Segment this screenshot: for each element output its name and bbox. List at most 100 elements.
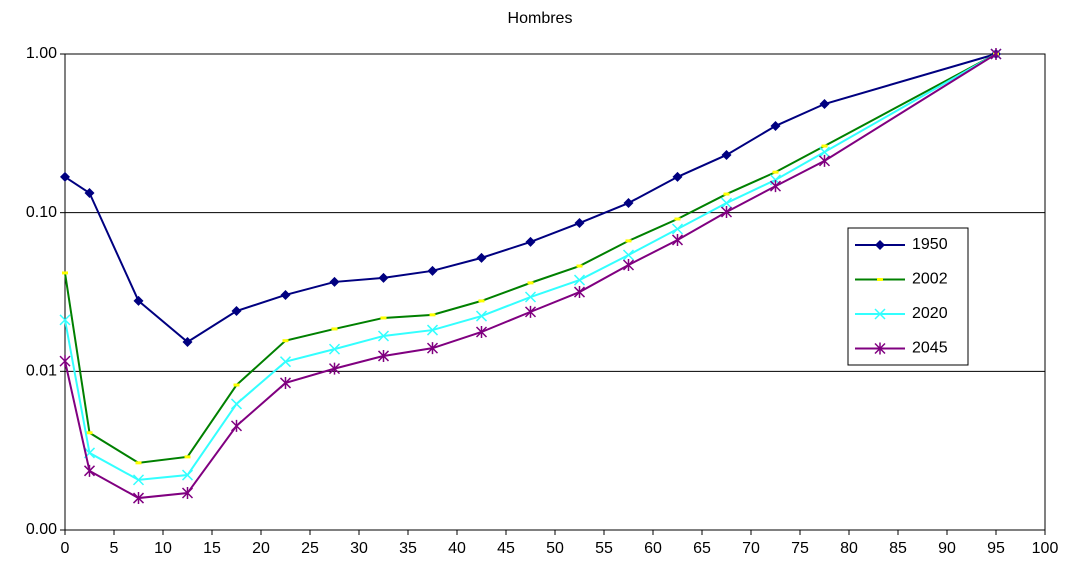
marker-shape [671, 233, 684, 246]
marker [524, 305, 537, 318]
marker-shape [821, 144, 828, 148]
x-tick-label: 60 [644, 540, 662, 557]
marker-shape [674, 217, 681, 221]
x-tick-label: 85 [889, 540, 907, 557]
marker [525, 236, 536, 247]
marker-shape [476, 252, 487, 263]
marker-shape [329, 276, 340, 287]
marker [475, 310, 488, 322]
marker [573, 274, 586, 286]
x-tick-label: 0 [61, 540, 70, 557]
marker-shape [181, 487, 194, 500]
marker-shape [230, 419, 243, 432]
marker-shape [720, 197, 733, 209]
marker [83, 464, 96, 477]
x-tick-label: 65 [693, 540, 711, 557]
legend-label: 1950 [912, 236, 948, 253]
marker [625, 239, 632, 243]
marker-shape [328, 362, 341, 375]
marker [426, 324, 439, 336]
marker [671, 223, 684, 235]
marker [279, 376, 292, 389]
marker-shape [59, 355, 71, 368]
marker-shape [231, 306, 242, 317]
marker-shape [182, 337, 193, 348]
marker-shape [525, 236, 536, 247]
marker-shape [625, 239, 632, 243]
marker-shape [723, 192, 730, 196]
marker-shape [59, 314, 71, 326]
marker [135, 461, 142, 465]
marker-shape [524, 305, 537, 318]
marker-shape [819, 99, 830, 110]
marker [181, 487, 194, 500]
x-tick-label: 90 [938, 540, 956, 557]
marker [478, 299, 485, 303]
x-tick-label: 10 [154, 540, 172, 557]
marker-shape [132, 492, 145, 505]
marker [770, 120, 781, 131]
marker [282, 339, 289, 343]
x-tick-label: 35 [399, 540, 417, 557]
marker [524, 291, 537, 303]
marker [622, 258, 635, 271]
marker [329, 276, 340, 287]
marker-shape [279, 356, 292, 368]
marker [821, 144, 828, 148]
marker-shape [874, 308, 886, 320]
y-tick-label: 1.00 [26, 45, 57, 62]
marker [132, 492, 145, 505]
marker [475, 325, 488, 338]
marker [184, 455, 191, 459]
marker-shape [380, 316, 387, 320]
marker [721, 149, 732, 160]
marker [818, 154, 831, 167]
marker-shape [622, 249, 635, 261]
marker-shape [133, 295, 144, 306]
marker [427, 265, 438, 276]
marker-shape [623, 198, 634, 209]
marker-shape [770, 120, 781, 131]
marker-shape [769, 180, 782, 193]
x-tick-label: 20 [252, 540, 270, 557]
legend: 1950 2002 2020 2045 [847, 227, 969, 366]
y-tick-label: 0.00 [26, 521, 57, 538]
marker [720, 205, 733, 218]
marker-shape [280, 289, 291, 300]
marker [769, 180, 782, 193]
marker [86, 431, 93, 435]
marker [328, 362, 341, 375]
marker [720, 197, 733, 209]
marker [623, 198, 634, 209]
x-tick-label: 100 [1032, 540, 1059, 557]
marker-shape [426, 342, 439, 355]
marker-shape [429, 313, 436, 317]
marker [60, 171, 70, 182]
x-tick-label: 40 [448, 540, 466, 557]
marker [331, 327, 338, 331]
marker-shape [427, 265, 438, 276]
marker [990, 48, 1002, 60]
marker-shape [573, 286, 586, 299]
y-tick-label: 0.01 [26, 363, 57, 380]
marker-shape [874, 342, 886, 355]
marker-shape [230, 398, 243, 410]
marker [133, 295, 144, 306]
marker-shape [574, 218, 585, 229]
marker [819, 99, 830, 110]
marker [573, 286, 586, 299]
legend-label: 2002 [912, 271, 948, 288]
marker [377, 349, 390, 362]
marker-shape [328, 343, 341, 355]
marker-shape [475, 310, 488, 322]
marker-shape [818, 154, 831, 167]
x-tick-label: 95 [987, 540, 1005, 557]
marker [377, 330, 390, 342]
marker [182, 337, 193, 348]
marker [378, 272, 389, 283]
marker-shape [426, 324, 439, 336]
marker-shape [527, 281, 534, 285]
marker [874, 342, 886, 355]
marker-shape [377, 330, 390, 342]
